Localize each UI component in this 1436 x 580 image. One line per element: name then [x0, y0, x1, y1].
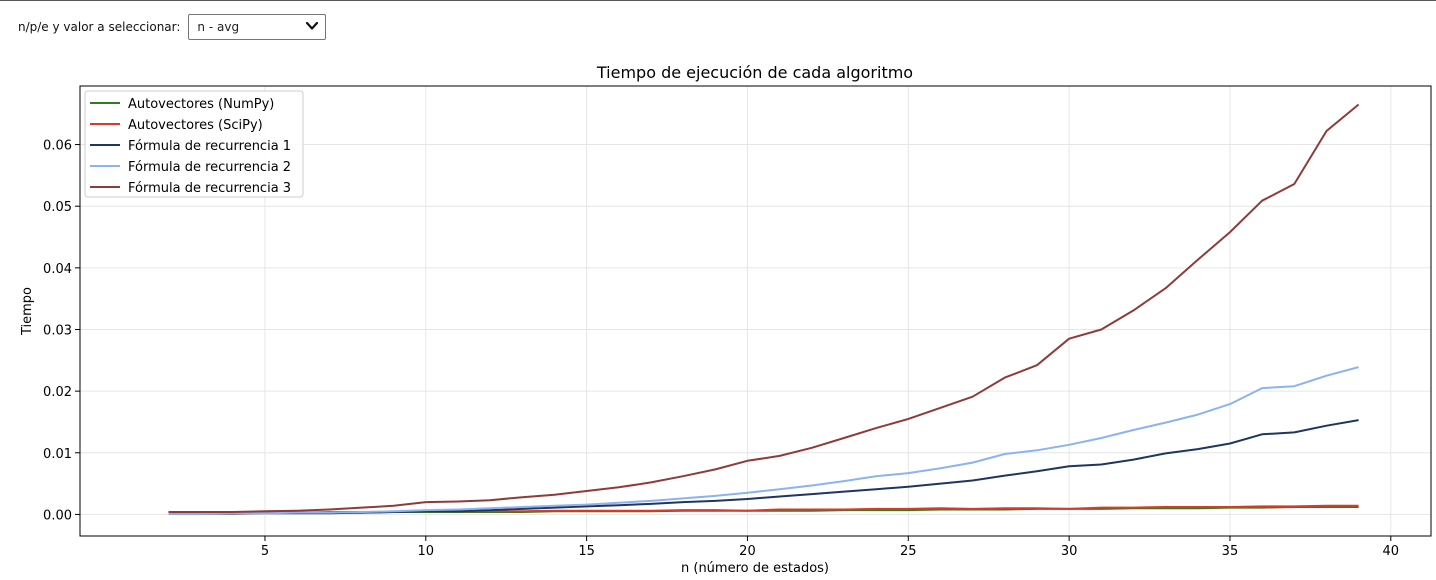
y-axis-label: Tiempo: [20, 287, 35, 336]
series-line-1: [168, 506, 1359, 515]
plot-frame: [79, 85, 1432, 537]
y-tick-label: 0.03: [43, 323, 72, 338]
legend: Autovectores (NumPy) Autovectores (SciPy)…: [84, 90, 304, 198]
x-tick-label: 40: [1383, 544, 1400, 559]
x-tick-label: 25: [900, 544, 917, 559]
selector-bar: n/p/e y valor a seleccionar: n - avg: [18, 13, 327, 41]
y-tick-label: 0.02: [43, 385, 72, 400]
y-tick-label: 0.06: [43, 139, 72, 154]
legend-label: Fórmula de recurrencia 3: [128, 181, 291, 196]
y-tick-label: 0.01: [43, 447, 72, 462]
series-line-3: [168, 419, 1359, 515]
y-tick-label: 0.05: [43, 200, 72, 215]
legend-label: Fórmula de recurrencia 2: [128, 160, 291, 175]
x-tick-label: 20: [739, 544, 756, 559]
selector-label: n/p/e y valor a seleccionar:: [18, 20, 181, 34]
top-border: [0, 0, 1436, 1]
chevron-down-icon: [306, 21, 319, 30]
legend-box: [84, 90, 304, 198]
y-tick-label: 0.04: [43, 262, 72, 277]
x-tick-label: 5: [261, 544, 269, 559]
legend-label: Fórmula de recurrencia 1: [128, 139, 291, 154]
x-axis-ticks: 5 10 15 20 25 30 35 40: [261, 536, 1399, 559]
x-tick-label: 35: [1222, 544, 1239, 559]
x-tick-label: 30: [1061, 544, 1078, 559]
value-select-text: n - avg: [197, 20, 240, 34]
series-lines: [168, 103, 1360, 515]
series-line-4: [168, 366, 1359, 515]
grid-lines: [80, 86, 1431, 536]
x-axis-label: n (número de estados): [681, 561, 829, 576]
value-select[interactable]: n - avg: [188, 14, 327, 40]
legend-label: Autovectores (SciPy): [128, 118, 263, 133]
legend-label: Autovectores (NumPy): [128, 97, 274, 112]
x-tick-label: 15: [578, 544, 595, 559]
series-line-2: [168, 504, 1359, 515]
y-tick-label: 0.00: [43, 508, 72, 523]
x-tick-label: 10: [418, 544, 435, 559]
series-line-5: [168, 103, 1360, 513]
chart-title: Tiempo de ejecución de cada algoritmo: [596, 63, 913, 82]
y-axis-ticks: 0.00 0.01 0.02 0.03 0.04 0.05 0.06: [43, 139, 80, 523]
